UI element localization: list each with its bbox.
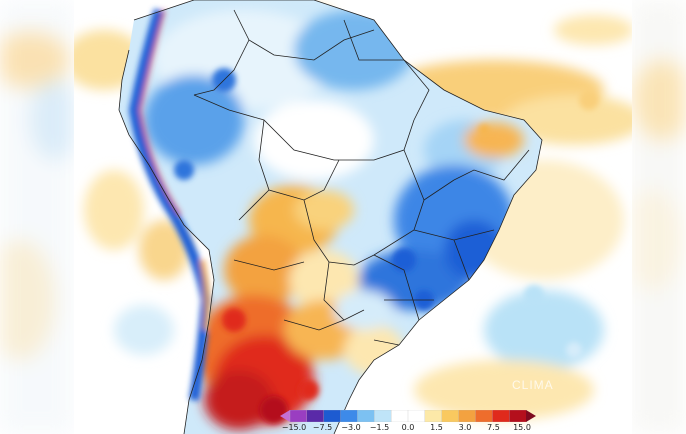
blurred-background-left	[0, 0, 74, 434]
andes-anomaly-stripe	[128, 8, 212, 401]
colorbar-swatch	[508, 410, 527, 422]
colorbar-tick-label: −15.0	[281, 423, 307, 432]
colorbar-arrow-left	[280, 410, 290, 422]
colorbar-tick-labels: −15.0 −7.5 −3.0 −1.5 0.0 1.5 3.0 7.5 15.0	[280, 423, 536, 434]
anomaly-map: CLIMA	[74, 0, 632, 434]
colorbar-tick-label: −1.5	[369, 423, 390, 432]
watermark-text: CLIMA	[512, 378, 554, 392]
colorbar-swatch	[492, 410, 510, 422]
colorbar-tick-label: 3.0	[458, 423, 472, 432]
colorbar-swatch	[340, 410, 359, 422]
country-borders	[118, 0, 543, 434]
colorbar-swatch	[374, 410, 392, 422]
colorbar-swatch	[475, 410, 493, 422]
colorbar-legend: −15.0 −7.5 −3.0 −1.5 0.0 1.5 3.0 7.5 15.0	[280, 410, 536, 434]
ocean-anomaly-layer	[74, 0, 632, 420]
colorbar-swatch	[357, 410, 375, 422]
map-canvas	[74, 0, 632, 434]
ocean-speckles	[478, 90, 599, 358]
colorbar-swatch	[424, 410, 443, 422]
colorbar-tick-label: 1.5	[430, 423, 443, 432]
colorbar-arrow-right	[526, 410, 536, 422]
colorbar-swatches	[280, 410, 536, 422]
colorbar-swatch	[407, 410, 426, 422]
colorbar-swatch	[390, 410, 409, 422]
colorbar-swatch	[458, 410, 477, 422]
colorbar-swatch	[441, 410, 460, 422]
colorbar-tick-label: −3.0	[341, 423, 361, 432]
colorbar-swatch	[323, 410, 342, 422]
colorbar-tick-label: −7.5	[312, 423, 333, 432]
colorbar-tick-label: 0.0	[401, 423, 415, 432]
colorbar-tick-label: 7.5	[487, 423, 500, 432]
colorbar-tick-label: 15.0	[513, 423, 531, 432]
blurred-background-right	[632, 0, 686, 434]
colorbar-swatch	[306, 410, 325, 422]
colorbar-swatch	[289, 410, 308, 422]
